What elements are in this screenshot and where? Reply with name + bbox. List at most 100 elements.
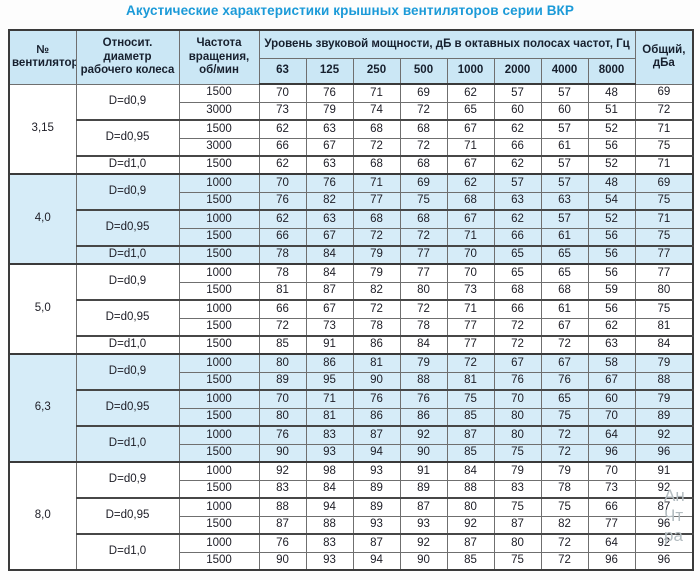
level-cell: 87 [352, 533, 401, 553]
level-cell: 72 [399, 101, 448, 121]
level-cell: 76 [305, 83, 354, 103]
diameter-cell: D=d1,0 [75, 245, 180, 265]
table-row: 1500 76 82 77 75 68 63 63 54 75 [9, 191, 694, 211]
diameter-cell: D=d0,9 [75, 83, 180, 121]
diameter-cell: D=d0,9 [75, 461, 180, 499]
total-cell: 75 [634, 191, 694, 211]
level-cell: 52 [587, 155, 636, 175]
level-cell: 83 [305, 425, 354, 445]
level-cell: 93 [305, 443, 354, 463]
level-cell: 71 [352, 173, 401, 193]
level-cell: 82 [352, 281, 401, 301]
total-cell: 96 [634, 443, 694, 463]
diameter-cell: D=d0,9 [75, 353, 180, 391]
octave-band-header: 2000 [493, 57, 542, 85]
level-cell: 62 [258, 155, 307, 175]
total-cell: 91 [634, 461, 694, 481]
level-cell: 72 [493, 335, 542, 355]
level-cell: 98 [305, 461, 354, 481]
column-header-sound-power: Уровень звуковой мощности, дБ в октавных… [258, 29, 636, 59]
level-cell: 72 [352, 137, 401, 157]
level-cell: 71 [352, 83, 401, 103]
level-cell: 78 [258, 263, 307, 283]
level-cell: 62 [446, 83, 495, 103]
total-cell: 84 [634, 335, 694, 355]
level-cell: 87 [258, 515, 307, 535]
total-cell: 88 [634, 371, 694, 391]
level-cell: 72 [540, 533, 589, 553]
table-row: D=d0,95 1000 88 94 89 87 80 75 75 66 87 [9, 497, 694, 535]
level-cell: 81 [258, 281, 307, 301]
watermark-line: ра [664, 526, 683, 545]
octave-band-header: 125 [305, 57, 354, 85]
level-cell: 61 [540, 227, 589, 247]
level-cell: 72 [352, 299, 401, 319]
level-cell: 70 [493, 389, 542, 409]
level-cell: 63 [305, 155, 354, 175]
level-cell: 68 [540, 281, 589, 301]
level-cell: 88 [258, 497, 307, 517]
level-cell: 63 [305, 119, 354, 139]
level-cell: 60 [493, 101, 542, 121]
level-cell: 64 [587, 533, 636, 553]
level-cell: 94 [352, 551, 401, 571]
level-cell: 67 [305, 137, 354, 157]
level-cell: 76 [540, 371, 589, 391]
fan-number-cell: 6,3 [8, 353, 77, 463]
level-cell: 72 [540, 425, 589, 445]
column-header-fan-number: № вентилятора [8, 29, 77, 85]
table-row: 1500 87 88 93 93 92 87 82 77 96 [9, 515, 694, 535]
level-cell: 78 [540, 479, 589, 499]
total-cell: 69 [634, 83, 694, 103]
level-cell: 68 [352, 155, 401, 175]
level-cell: 57 [540, 209, 589, 229]
rpm-cell: 1500 [178, 245, 260, 265]
level-cell: 84 [305, 245, 354, 265]
level-cell: 67 [446, 209, 495, 229]
rpm-cell: 1500 [178, 515, 260, 535]
octave-band-header: 1000 [446, 57, 495, 85]
level-cell: 67 [446, 155, 495, 175]
level-cell: 65 [446, 101, 495, 121]
level-cell: 62 [258, 209, 307, 229]
total-cell: 96 [634, 515, 694, 535]
rpm-cell: 1000 [178, 209, 260, 229]
level-cell: 70 [258, 83, 307, 103]
octave-band-header: 63 [258, 57, 307, 85]
level-cell: 72 [493, 317, 542, 337]
level-cell: 75 [446, 389, 495, 409]
level-cell: 75 [399, 191, 448, 211]
total-cell: 96 [634, 551, 694, 571]
level-cell: 70 [587, 407, 636, 427]
level-cell: 85 [258, 335, 307, 355]
level-cell: 91 [305, 335, 354, 355]
level-cell: 87 [305, 281, 354, 301]
level-cell: 84 [399, 335, 448, 355]
total-cell: 79 [634, 389, 694, 409]
level-cell: 48 [587, 173, 636, 193]
level-cell: 62 [258, 119, 307, 139]
level-cell: 79 [399, 353, 448, 373]
total-cell: 75 [634, 137, 694, 157]
total-cell: 71 [634, 209, 694, 229]
table-row: D=d0,95 1000 70 71 76 76 75 70 65 60 79 [9, 389, 694, 427]
level-cell: 94 [305, 497, 354, 517]
diameter-cell: D=d0,9 [75, 173, 180, 211]
level-cell: 77 [399, 245, 448, 265]
level-cell: 78 [399, 317, 448, 337]
level-cell: 82 [540, 515, 589, 535]
diameter-cell: D=d1,0 [75, 335, 180, 355]
level-cell: 68 [399, 119, 448, 139]
level-cell: 79 [493, 461, 542, 481]
diameter-cell: D=d0,95 [75, 299, 180, 337]
level-cell: 88 [446, 479, 495, 499]
level-cell: 52 [587, 209, 636, 229]
diameter-cell: D=d0,95 [75, 119, 180, 157]
level-cell: 92 [399, 425, 448, 445]
octave-band-header: 4000 [540, 57, 589, 85]
level-cell: 76 [258, 191, 307, 211]
page-title: Акустические характеристики крышных вент… [125, 3, 574, 18]
table-row: 3,15 D=d0,9 1500 70 76 71 69 62 57 57 48 69 [8, 83, 694, 175]
level-cell: 66 [587, 497, 636, 517]
